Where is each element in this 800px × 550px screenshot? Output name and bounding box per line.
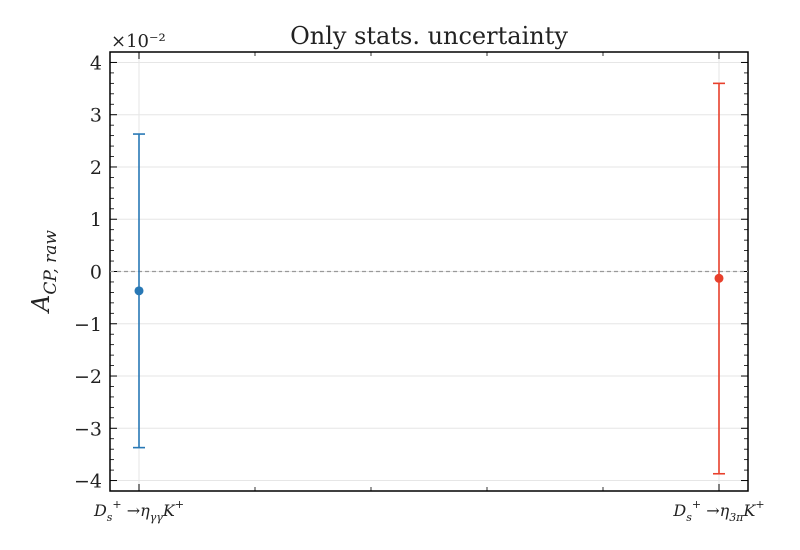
y-tick-label-3: 1 [90, 209, 102, 231]
y-tick-label-6: −2 [74, 366, 102, 388]
data-marks [110, 82, 748, 475]
y-multiplier: ×10⁻² [111, 31, 166, 52]
data-point-2 [714, 273, 724, 283]
y-tick-label-8: −4 [74, 471, 102, 493]
y-axis-label-sub: CP, raw [41, 230, 61, 295]
y-tick-label-1: 3 [90, 105, 102, 127]
axes: 4 3 2 1 0 −1 −2 −3 −4 [74, 51, 749, 493]
category-label-1: Ds+ →ηγγK+ [93, 498, 184, 524]
category-label-2: Ds+ →η3πK+ [672, 498, 764, 524]
y-tick-label-2: 2 [90, 157, 102, 179]
svg-text:Ds+ →ηγγK+: Ds+ →ηγγK+ [93, 498, 184, 524]
y-axis-label-main: A [27, 295, 55, 314]
data-point-1 [134, 286, 144, 296]
svg-text:ACP, raw: ACP, raw [27, 230, 61, 314]
y-tick-label-5: −1 [74, 314, 102, 336]
y-tick-label-4: 0 [90, 262, 102, 284]
y-tick-label-7: −3 [74, 418, 102, 440]
y-tick-label-0: 4 [90, 52, 102, 74]
svg-text:Ds+ →η3πK+: Ds+ →η3πK+ [672, 498, 764, 524]
chart-title: Only stats. uncertainty [290, 22, 568, 50]
y-axis-label: ACP, raw [27, 230, 61, 314]
